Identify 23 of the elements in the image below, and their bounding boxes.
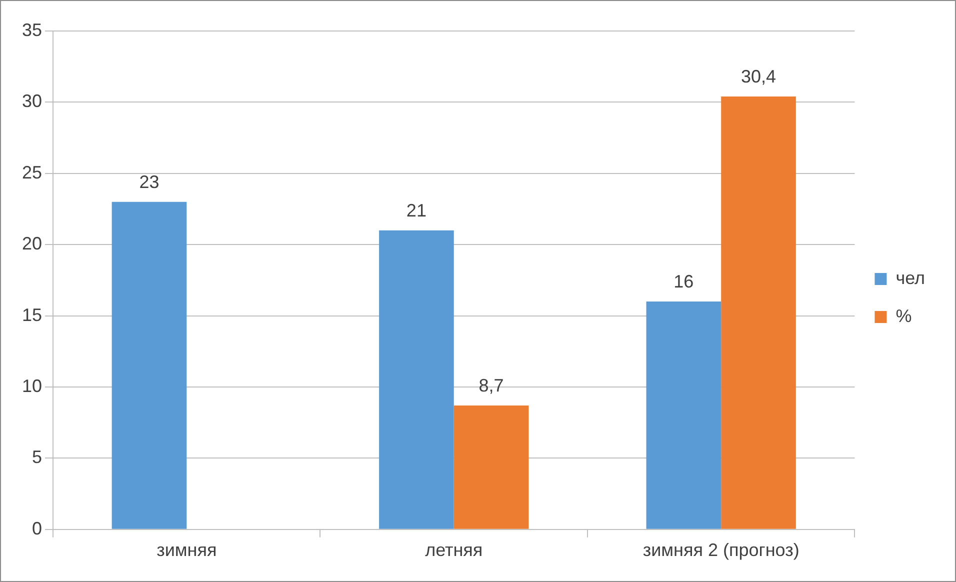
bar bbox=[112, 202, 187, 529]
y-tick-label: 35 bbox=[22, 20, 42, 40]
y-tick-label: 10 bbox=[22, 376, 42, 396]
data-label: 23 bbox=[139, 172, 160, 192]
data-label: 16 bbox=[674, 272, 694, 292]
data-label: 21 bbox=[406, 200, 426, 220]
x-tick-label: зимняя 2 (прогноз) bbox=[642, 540, 800, 560]
x-tick-label: летняя bbox=[425, 540, 483, 560]
y-tick-label: 0 bbox=[32, 518, 42, 538]
y-tick-label: 5 bbox=[32, 447, 42, 468]
legend-label: % bbox=[896, 306, 912, 326]
data-label: 30,4 bbox=[740, 66, 776, 86]
data-label: 8,7 bbox=[478, 375, 504, 396]
y-tick-label: 20 bbox=[22, 234, 42, 254]
y-tick-label: 30 bbox=[22, 91, 42, 112]
x-tick-label: зимняя bbox=[156, 540, 217, 560]
bar bbox=[379, 230, 454, 529]
y-tick-label: 15 bbox=[22, 304, 42, 325]
bar bbox=[646, 302, 722, 529]
y-tick-label: 25 bbox=[22, 162, 42, 182]
bar bbox=[721, 96, 796, 529]
legend-label: чел bbox=[896, 268, 926, 288]
bar bbox=[454, 406, 529, 529]
